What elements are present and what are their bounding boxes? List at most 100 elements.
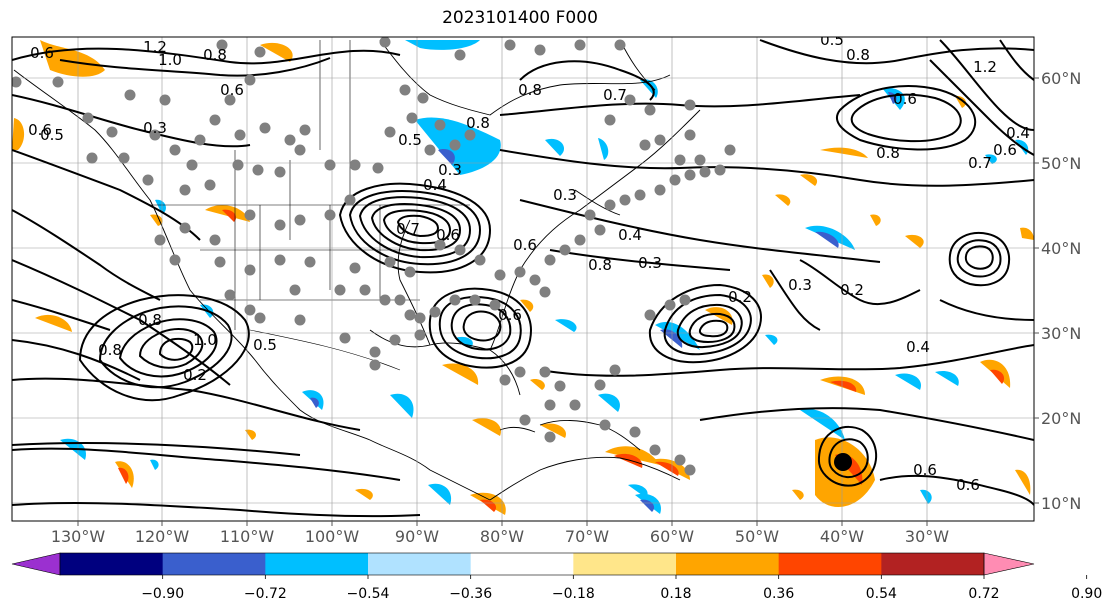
contour-label: 0.8 (876, 144, 900, 162)
contour-label: 0.5 (398, 131, 422, 149)
contour-label: 0.4 (906, 338, 930, 356)
station-dot (299, 124, 311, 136)
station-dot (609, 364, 621, 376)
station-dot (684, 464, 696, 476)
station-dot (404, 309, 416, 321)
station-dot (179, 184, 191, 196)
contour-label: 0.6 (28, 121, 52, 139)
station-dot (394, 294, 406, 306)
colorbar: −0.90 −0.72 −0.54 −0.36 −0.18 0.18 0.36 0.54 0.7… (11, 552, 1102, 602)
station-dot (679, 294, 691, 306)
contour-label: 1.2 (143, 38, 167, 56)
colorbar-segment (368, 553, 472, 575)
colorbar-segment (60, 553, 164, 575)
station-dot (334, 284, 346, 296)
contour-label: 0.7 (396, 220, 420, 238)
station-dot (634, 189, 646, 201)
contour-label: 0.3 (553, 186, 577, 204)
contour-label: 0.8 (466, 114, 490, 132)
contour-label: 0.4 (1006, 124, 1030, 142)
station-dot (399, 84, 411, 96)
contour-label: 0.6 (993, 141, 1017, 159)
contour-label: 0.8 (98, 341, 122, 359)
longitude-label: 50°W (735, 527, 779, 546)
longitude-label: 80°W (480, 527, 524, 546)
latitude-label: 40°N (1041, 239, 1081, 258)
station-dot (649, 444, 661, 456)
colorbar-tick-label: −0.72 (244, 586, 287, 602)
station-dot (684, 129, 696, 141)
station-dot (724, 144, 736, 156)
station-dot (244, 304, 256, 316)
station-dot (674, 454, 686, 466)
colorbar-tick-label: 0.18 (660, 586, 691, 602)
station-dot (674, 154, 686, 166)
station-dot (464, 129, 476, 141)
station-dot (224, 289, 236, 301)
station-dot (454, 244, 466, 256)
longitude-label: 70°W (565, 527, 609, 546)
station-dot (232, 159, 244, 171)
colorbar-tick-label: 0.54 (866, 586, 897, 602)
longitude-label: 100°W (305, 527, 360, 546)
station-dot (514, 266, 526, 278)
latitude-label: 60°N (1041, 69, 1081, 88)
station-dot (474, 254, 486, 266)
station-dot (529, 274, 541, 286)
station-dot (604, 114, 616, 126)
station-dot (369, 346, 381, 358)
station-dots (12, 37, 736, 476)
station-dot (414, 312, 426, 324)
station-dot (639, 139, 651, 151)
station-dot (12, 76, 22, 88)
contour-lines (12, 39, 1034, 518)
contour-label: 0.2 (183, 366, 207, 384)
station-dot (534, 44, 546, 56)
station-dot (594, 224, 606, 236)
station-dot (118, 152, 130, 164)
contour-label: 0.8 (518, 81, 542, 99)
station-dot (544, 399, 556, 411)
station-dot (434, 239, 446, 251)
station-dot (434, 119, 446, 131)
station-dot (384, 126, 396, 138)
contour-label: 0.8 (588, 256, 612, 274)
contour-label: 0.5 (820, 31, 844, 49)
station-dot (274, 254, 286, 266)
longitude-label: 40°W (820, 527, 864, 546)
station-dot (209, 114, 221, 126)
station-dot (259, 122, 271, 134)
station-dot (52, 76, 64, 88)
colorbar-segment (162, 553, 266, 575)
contour-label: 0.3 (788, 276, 812, 294)
station-dot (554, 380, 566, 392)
contour-label: 0.6 (913, 461, 937, 479)
longitude-labels: 130°W 120°W 110°W 100°W 90°W 80°W 70°W 60°W 50°W… (51, 521, 949, 546)
station-dot (379, 37, 391, 48)
map-plot-area (12, 37, 1034, 521)
station-dot (519, 414, 531, 426)
station-dot (244, 264, 256, 276)
station-dot (324, 209, 336, 221)
station-dot (179, 222, 191, 234)
station-dot (194, 134, 206, 146)
map-title: 2023101400 F000 (442, 8, 598, 28)
station-dot (169, 144, 181, 156)
station-dot (252, 164, 264, 176)
station-dot (654, 134, 666, 146)
station-dot (449, 294, 461, 306)
station-dot (664, 299, 676, 311)
station-dot (344, 194, 356, 206)
station-dot (614, 39, 626, 51)
longitude-label: 120°W (135, 527, 190, 546)
contour-label: 0.2 (840, 281, 864, 299)
station-dot (149, 129, 161, 141)
station-dot (339, 332, 351, 344)
station-dot (454, 49, 466, 61)
station-dot (234, 129, 246, 141)
station-dot (254, 312, 266, 324)
longitude-label: 60°W (650, 527, 694, 546)
station-dot (489, 299, 501, 311)
contour-label: 0.6 (513, 236, 537, 254)
contour-label: 1.0 (158, 51, 182, 69)
